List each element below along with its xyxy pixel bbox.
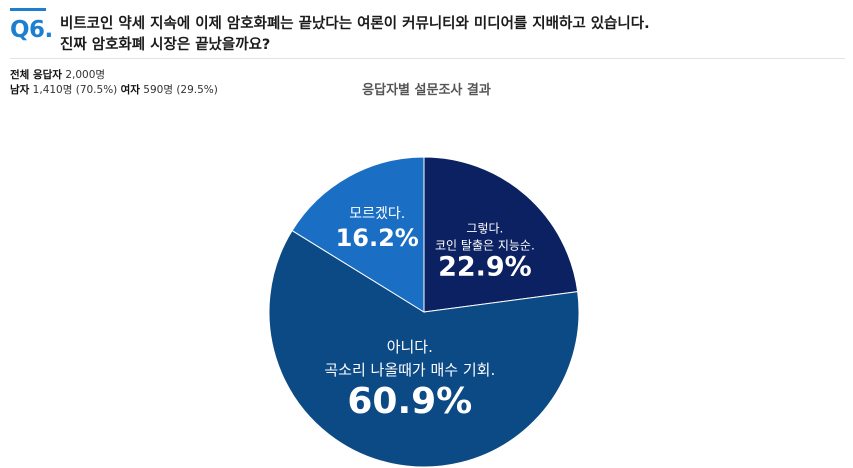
question-line-2: 진짜 암호화폐 시장은 끝났을까요? — [60, 37, 271, 53]
chart-title: 응답자별 설문조사 결과 — [362, 83, 491, 98]
pie-slice-1 — [423, 156, 579, 313]
slice-3-label-1: 모르겠다. — [349, 206, 405, 222]
slice-2-label-2: 곡소리 나올때가 매수 기회. — [324, 361, 495, 379]
respondent-summary: 전체 응답자 2,000명 남자 1,410명 (70.5%) 여자 590명 … — [10, 68, 218, 98]
pie-slice-2 — [268, 229, 580, 468]
total-value: 2,000명 — [65, 69, 106, 81]
slice-3-percent: 16.2% — [336, 224, 419, 252]
pie-slice-3 — [291, 156, 425, 313]
male-label: 남자 — [10, 84, 30, 96]
respondent-total: 전체 응답자 2,000명 — [10, 68, 218, 83]
slice-2-percent: 60.9% — [347, 381, 472, 422]
total-label: 전체 응답자 — [10, 69, 62, 81]
slice-1-label-1: 그렇다. — [466, 221, 503, 236]
question-accent-bar — [10, 8, 46, 11]
question-line-1: 비트코인 약세 지속에 이제 암호화폐는 끝났다는 여론이 커뮤니티와 미디어를… — [60, 16, 650, 32]
respondent-gender: 남자 1,410명 (70.5%) 여자 590명 (29.5%) — [10, 83, 218, 98]
slice-1-label-2: 코인 탈출은 지능순. — [435, 239, 535, 253]
female-value: 590명 (29.5%) — [143, 84, 218, 96]
slice-2-label-1: 아니다. — [387, 338, 433, 356]
slice-1-percent: 22.9% — [438, 252, 532, 283]
female-label: 여자 — [120, 84, 140, 96]
header-divider — [10, 58, 845, 59]
question-text: 비트코인 약세 지속에 이제 암호화폐는 끝났다는 여론이 커뮤니티와 미디어를… — [60, 14, 650, 56]
question-number: Q6. — [10, 17, 53, 43]
male-value: 1,410명 (70.5%) — [32, 84, 118, 96]
